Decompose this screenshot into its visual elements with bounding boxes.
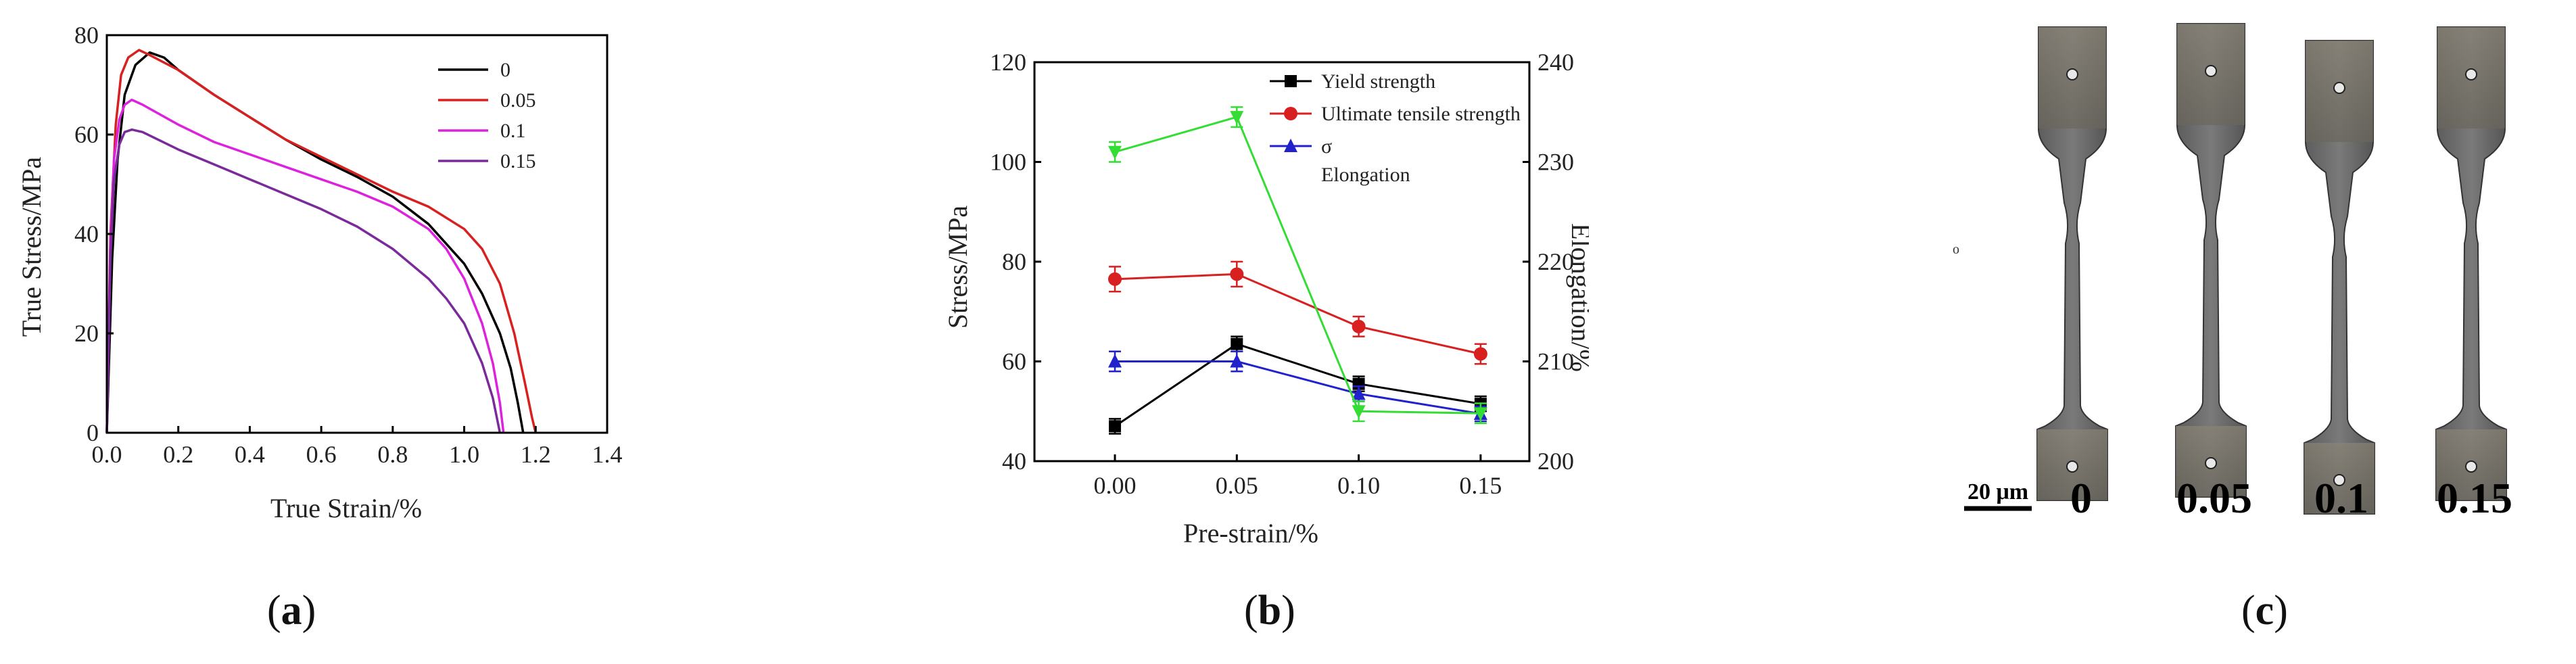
tensile-specimens-photo: o 20 μm 0 0.05 0.1 0.15 <box>1953 23 2512 522</box>
data-point-σ <box>1107 354 1122 368</box>
x-tick-label: 0.10 <box>1337 472 1380 499</box>
y-tick-label: 40 <box>1002 448 1026 475</box>
legend-marker <box>1284 107 1297 120</box>
x-tick-label: 0.2 <box>163 441 193 468</box>
specimen-0 <box>2036 26 2108 501</box>
legend-label: σ <box>1321 135 1332 158</box>
y-tick-label: 80 <box>1002 248 1026 275</box>
data-point-Elongation <box>1473 407 1487 421</box>
data-point-Ultimate tensile strength <box>1352 319 1366 333</box>
y-axis-label: Stress/MPa <box>943 206 973 329</box>
legend: 0 0.05 0.1 0.15 <box>438 59 536 172</box>
sample-label-4: 0.15 <box>2437 474 2512 522</box>
series-line-0 <box>105 51 525 433</box>
legend-label: 0.05 <box>500 89 536 112</box>
data-point-Elongation <box>1230 111 1244 125</box>
y-tick-label: 60 <box>1002 348 1026 375</box>
series-line-0.05 <box>105 49 538 433</box>
y-tick-label: 60 <box>74 121 99 148</box>
y-tick-label: 80 <box>74 22 99 49</box>
specimen-0.1 <box>2304 40 2375 515</box>
data-point-Yield strength <box>1231 337 1243 350</box>
sample-label-1: 0 <box>2070 474 2092 522</box>
x-axis-label: Pre-strain/% <box>1183 518 1318 548</box>
series-line-0.1 <box>105 98 505 433</box>
legend-label: Elongation <box>1321 164 1410 186</box>
y2-tick-label: 220 <box>1537 248 1574 275</box>
x-tick-label: 1.2 <box>521 441 551 468</box>
x-tick-label: 0.00 <box>1093 472 1136 499</box>
x-tick-label: 0.0 <box>92 441 122 468</box>
y2-tick-label: 230 <box>1537 149 1574 176</box>
scale-bar-label: 20 μm <box>1967 479 2028 504</box>
y-tick-label: 0 <box>87 419 99 446</box>
caption-a: (a) <box>267 588 316 634</box>
legend-label: Ultimate tensile strength <box>1321 103 1521 125</box>
y2-tick-label: 210 <box>1537 348 1574 375</box>
legend-label: 0 <box>500 59 510 81</box>
data-point-Ultimate tensile strength <box>1107 272 1122 286</box>
series-line-Ultimate tensile strength <box>1114 272 1481 355</box>
y2-tick-label: 240 <box>1537 49 1574 76</box>
series-line-Elongation <box>1114 116 1481 414</box>
x-tick-label: 0.8 <box>377 441 408 468</box>
x-tick-label: 0.4 <box>235 441 265 468</box>
y2-axis-label: Elongation/% <box>1566 223 1589 372</box>
x-tick-label: 0.15 <box>1459 472 1502 499</box>
legend-label: 0.1 <box>500 120 526 142</box>
series-line-0.15 <box>105 128 502 433</box>
y-tick-label: 120 <box>990 49 1026 76</box>
data-point-σ <box>1230 354 1244 368</box>
data-point-Ultimate tensile strength <box>1473 347 1487 361</box>
caption-c: (c) <box>2241 588 2288 634</box>
x-tick-label: 1.0 <box>449 441 479 468</box>
legend-marker <box>1285 75 1297 87</box>
legend-label: 0.15 <box>500 150 536 172</box>
series-line-Yield strength <box>1114 343 1481 427</box>
specimen-0.05 <box>2175 23 2247 498</box>
y-tick-label: 100 <box>990 149 1026 176</box>
chart-prestrain-properties: 0.00 0.05 0.10 0.15 40 60 80 100 120 200 210 220 230… <box>943 49 1589 548</box>
side-mark: o <box>1953 242 1959 257</box>
y2-tick-label: 200 <box>1537 448 1574 475</box>
data-point-Yield strength <box>1108 420 1121 433</box>
x-tick-label: 1.4 <box>592 441 623 468</box>
chart-true-stress-strain: 0.0 0.2 0.4 0.6 0.8 1.0 1.2 1.4 0 20 40 60 80 True S… <box>16 22 623 523</box>
x-tick-label: 0.6 <box>306 441 337 468</box>
y-tick-label: 20 <box>74 320 99 347</box>
caption-b: (b) <box>1244 588 1295 634</box>
data-point-Elongation <box>1107 145 1122 160</box>
x-axis-label: True Strain/% <box>270 493 422 523</box>
x-tick-label: 0.05 <box>1216 472 1258 499</box>
data-point-σ <box>1352 386 1366 400</box>
data-point-Ultimate tensile strength <box>1230 267 1244 281</box>
specimen-0.15 <box>2435 26 2507 501</box>
y-tick-label: 40 <box>74 220 99 247</box>
data-point-Elongation <box>1352 405 1366 419</box>
sample-label-3: 0.1 <box>2314 474 2368 522</box>
sample-label-2: 0.05 <box>2176 474 2252 522</box>
legend-marker <box>1284 139 1297 152</box>
legend-label: Yield strength <box>1321 70 1435 93</box>
y-axis-label: True Stress/MPa <box>16 157 47 337</box>
series-line-σ <box>1115 360 1481 415</box>
legend: Yield strength Ultimate tensile strength σ… <box>1270 70 1521 186</box>
